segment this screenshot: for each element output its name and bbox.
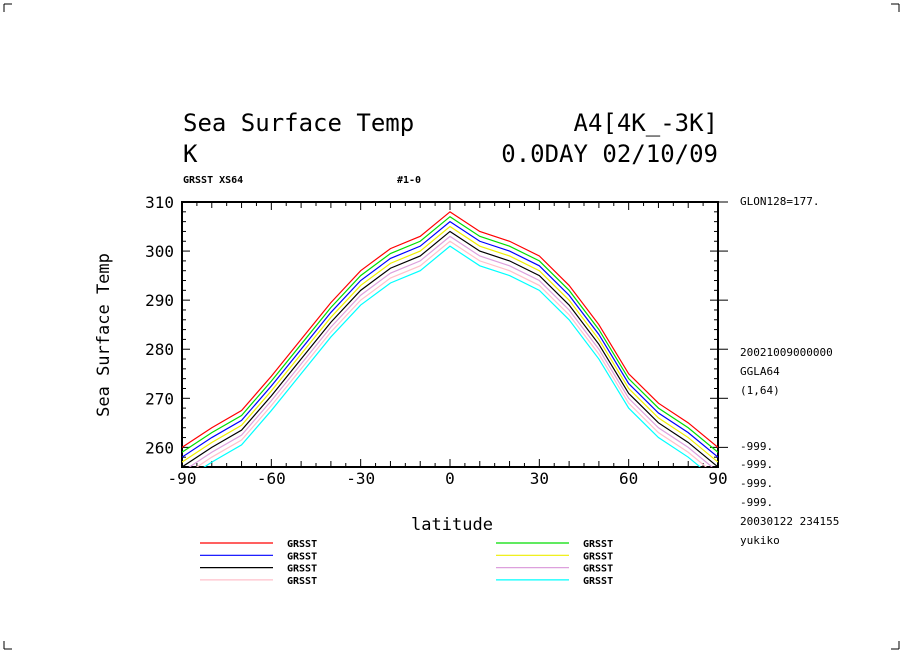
series-line [188,235,713,467]
unit-label: K [183,140,198,168]
grid-info: GGLA64 [740,365,780,378]
legend-label: GRSST [583,551,613,562]
y-tick-label: 260 [145,438,174,457]
x-tick-label: 60 [619,469,638,488]
missing-info: -999. [740,477,773,490]
y-tick-label: 270 [145,389,174,408]
y-tick-label: 310 [145,193,174,212]
x-axis-label: latitude [411,515,493,535]
legend-label: GRSST [583,564,613,575]
x-tick-label: 30 [530,469,549,488]
missing-info: -999. [740,458,773,471]
time-label: 0.0DAY 02/10/09 [501,140,718,168]
legend-label: GRSST [287,564,317,575]
legend-label: GRSST [287,576,317,587]
experiment-label: A4[4K_-3K] [574,109,719,137]
series-line [182,220,718,458]
user-info: yukiko [740,534,780,547]
series-line [182,215,718,453]
created-info: 20030122 234155 [740,515,839,528]
legend-label: GRSST [583,539,613,550]
y-axis-label: Sea Surface Temp [94,253,114,417]
corner-marks [3,3,900,650]
date-info: 20021009000000 [740,346,833,359]
y-tick-label: 290 [145,291,174,310]
series-line [195,240,708,467]
x-tick-label: -90 [168,469,197,488]
chart-title: Sea Surface Temp [183,109,414,137]
missing-info: -999. [740,440,773,453]
legend-label: GRSST [583,576,613,587]
range-info: (1,64) [740,384,780,397]
legend-label: GRSST [287,551,317,562]
series-line [182,225,718,463]
x-tick-label: 90 [708,469,727,488]
series-line [182,230,718,467]
missing-info: -999. [740,496,773,509]
lon-info: GLON128=177. [740,195,819,208]
legend-label: GRSST [287,539,317,550]
series-line [182,211,718,448]
x-tick-label: 0 [445,469,455,488]
series-line [203,245,702,467]
y-tick-label: 300 [145,242,174,261]
run-label: #1-0 [397,175,421,186]
var-label: GRSST XS64 [183,175,243,186]
x-tick-label: -30 [346,469,375,488]
x-tick-label: -60 [257,469,286,488]
y-tick-label: 280 [145,340,174,359]
